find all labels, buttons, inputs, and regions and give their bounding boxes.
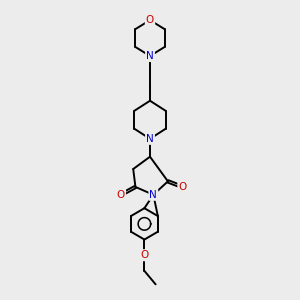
Text: O: O <box>178 182 187 192</box>
Text: N: N <box>146 134 154 144</box>
Text: O: O <box>146 15 154 25</box>
Text: N: N <box>149 190 157 200</box>
Text: O: O <box>117 190 125 200</box>
Text: N: N <box>146 51 154 61</box>
Text: O: O <box>140 250 148 260</box>
